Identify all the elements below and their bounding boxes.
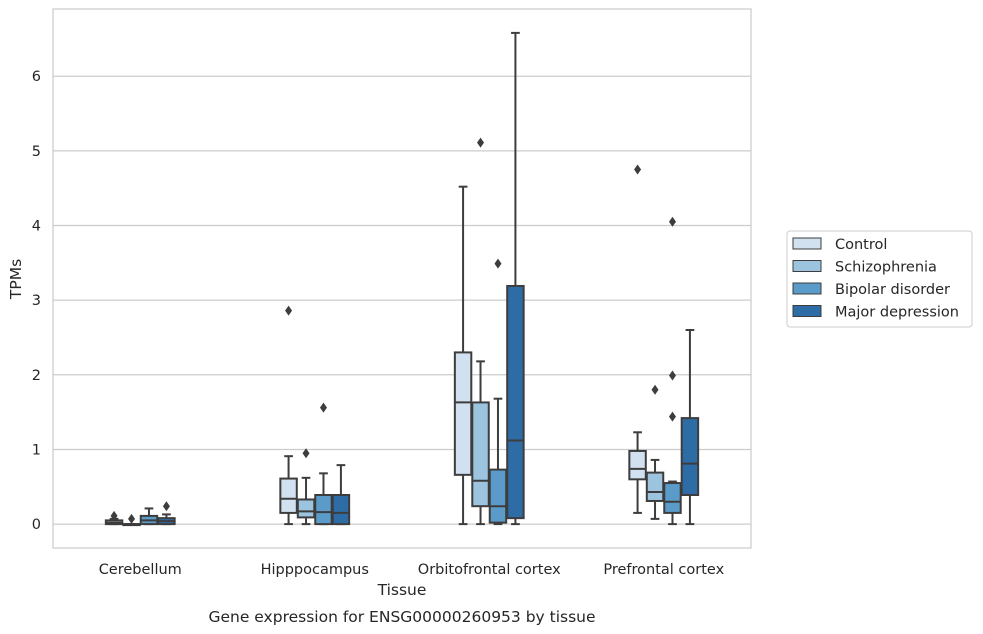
outlier-point	[494, 258, 502, 269]
outlier-point	[651, 384, 659, 395]
legend-swatch	[792, 260, 822, 272]
y-tick-label: 5	[32, 144, 41, 160]
box-major-depression	[506, 31, 525, 526]
y-tick-label: 0	[32, 517, 41, 533]
legend-label: Bipolar disorder	[835, 282, 950, 298]
box-iqr	[628, 449, 647, 481]
outlier-point	[285, 305, 293, 316]
box-bipolar-disorder	[314, 402, 333, 526]
box-control	[628, 164, 647, 514]
legend-swatch	[792, 305, 822, 317]
outlier-point	[302, 448, 310, 459]
box-iqr	[331, 493, 351, 526]
box-iqr	[488, 468, 508, 524]
box-iqr	[279, 477, 298, 514]
y-axis-label: TPMs	[7, 259, 25, 300]
box-groups	[104, 31, 700, 527]
outlier-point	[668, 411, 676, 422]
legend-label: Control	[835, 237, 887, 253]
outlier-point	[110, 510, 118, 521]
box-iqr	[296, 498, 316, 519]
box-iqr	[663, 482, 682, 514]
box-bipolar-disorder	[139, 507, 159, 526]
x-tick-labels: Cerebellum Hipppocampus Orbitofrontal cort…	[99, 562, 725, 578]
x-tick-label: Prefrontal cortex	[603, 562, 724, 578]
x-tick-label: Orbitofrontal cortex	[418, 562, 561, 578]
box-schizophrenia	[122, 513, 141, 527]
box-schizophrenia	[645, 384, 665, 520]
x-tick-label: Cerebellum	[99, 562, 182, 578]
outlier-point	[319, 402, 327, 413]
legend-label: Major depression	[835, 305, 959, 321]
box-iqr	[453, 351, 473, 476]
outlier-point	[668, 216, 676, 227]
box-iqr	[680, 417, 700, 496]
box-major-depression	[680, 329, 700, 526]
box-control	[279, 305, 298, 526]
outlier-point	[477, 137, 485, 148]
y-tick-label: 4	[32, 218, 41, 234]
x-tick-label: Hipppocampus	[261, 562, 369, 578]
x-axis-label: Tissue	[377, 581, 427, 599]
box-iqr	[471, 401, 490, 508]
y-tick-label: 6	[32, 69, 41, 85]
box-iqr	[314, 493, 333, 526]
legend-swatch	[792, 237, 822, 250]
legend-swatch	[792, 282, 822, 295]
box-bipolar-disorder	[488, 258, 508, 526]
y-tick-label: 1	[32, 442, 41, 458]
outlier-point	[162, 501, 170, 512]
box-bipolar-disorder	[663, 216, 682, 526]
figure-caption: Gene expression for ENSG00000260953 by t…	[208, 608, 595, 626]
outlier-point	[634, 164, 642, 175]
legend-box	[786, 230, 973, 328]
box-major-depression	[157, 501, 176, 526]
grid-lines	[53, 75, 751, 525]
box-control	[104, 510, 124, 526]
box-schizophrenia	[471, 137, 490, 526]
y-tick-labels: 0 1 2 3 4 5 6	[32, 69, 41, 533]
plot-frame	[52, 8, 752, 549]
outlier-point	[668, 370, 676, 381]
box-iqr	[506, 284, 525, 520]
box-schizophrenia	[296, 448, 316, 526]
legend-label: Schizophrenia	[835, 260, 937, 276]
box-iqr	[645, 471, 665, 502]
y-tick-label: 3	[32, 293, 41, 309]
box-major-depression	[331, 464, 351, 526]
legend: Control Schizophrenia Bipolar disorder Majo…	[786, 230, 973, 328]
box-control	[453, 185, 473, 526]
y-tick-label: 2	[32, 368, 41, 384]
outlier-point	[128, 513, 136, 524]
